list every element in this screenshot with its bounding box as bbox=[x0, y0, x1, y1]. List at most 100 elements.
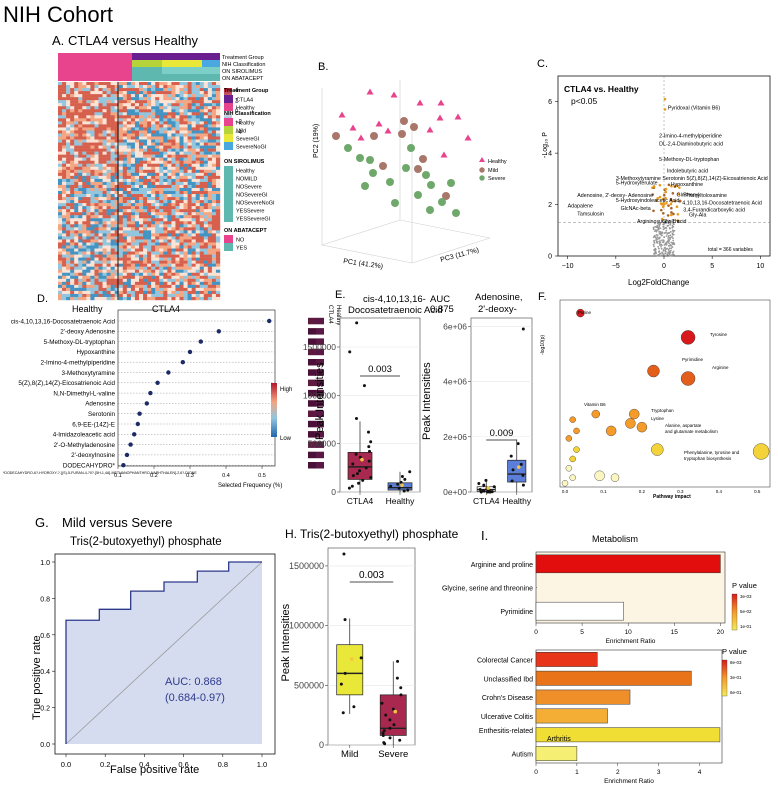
heatmap-cell bbox=[114, 169, 119, 174]
heatmap-cell bbox=[143, 269, 148, 273]
heatmap-cell bbox=[86, 242, 91, 246]
pathway-label: Pyrimidine bbox=[682, 357, 704, 362]
heatmap-cell bbox=[86, 100, 91, 104]
heatmap-cell bbox=[191, 278, 196, 283]
heatmap-cell bbox=[163, 290, 168, 295]
heatmap-cell bbox=[134, 272, 140, 276]
heatmap-cell bbox=[199, 200, 204, 204]
heatmap-cell bbox=[215, 124, 221, 128]
heatmap-legend-item: NO bbox=[236, 238, 245, 244]
heatmap-cell bbox=[215, 103, 221, 107]
heatmap-cell bbox=[215, 212, 221, 216]
heatmap-cell bbox=[98, 221, 103, 225]
heatmap-cell bbox=[215, 88, 221, 92]
heatmap-cell bbox=[207, 242, 213, 246]
heatmap-cell bbox=[199, 127, 204, 131]
heatmap-cell bbox=[199, 121, 204, 125]
heatmap-cell bbox=[58, 124, 63, 128]
heatmap-cell bbox=[114, 200, 119, 204]
heatmap-cell bbox=[110, 218, 115, 222]
heatmap-cell bbox=[122, 215, 128, 219]
heatmap-cell bbox=[139, 242, 144, 246]
heatmap-cell bbox=[130, 103, 136, 107]
heatmap-cell bbox=[90, 218, 95, 222]
heatmap-cell bbox=[199, 257, 204, 261]
heatmap-cell bbox=[70, 284, 75, 289]
heatmap-cell bbox=[195, 178, 200, 183]
heatmap-cell bbox=[151, 254, 156, 258]
heatmap-cell bbox=[130, 254, 136, 258]
heatmap-cell bbox=[122, 163, 128, 167]
heatmap-cell bbox=[82, 157, 87, 161]
heatmap-cell bbox=[159, 239, 164, 243]
volcano-point-ns bbox=[654, 249, 657, 252]
heatmap-cell bbox=[134, 290, 140, 295]
heatmap-cell bbox=[163, 133, 168, 137]
heatmap-cell bbox=[155, 127, 160, 131]
heatmap-cell bbox=[147, 194, 152, 198]
heatmap-cell bbox=[139, 136, 144, 140]
heatmap-cell bbox=[143, 157, 148, 161]
heatmap-cell bbox=[207, 197, 213, 201]
heatmap-cell bbox=[86, 206, 91, 210]
heatmap-cell bbox=[151, 257, 156, 261]
heatmap-cell bbox=[122, 269, 128, 273]
heatmap-cell bbox=[82, 200, 87, 204]
heatmap-cell bbox=[58, 215, 63, 219]
bar-legend-gradient bbox=[721, 659, 728, 697]
heatmap-cell bbox=[151, 172, 156, 177]
heatmap-cell bbox=[195, 124, 200, 128]
heatmap-cell bbox=[90, 275, 95, 280]
heatmap-cell bbox=[98, 151, 103, 155]
heatmap-cell bbox=[175, 272, 180, 276]
heatmap-cell bbox=[179, 266, 184, 270]
heatmap-cell bbox=[167, 245, 172, 249]
heatmap-cell bbox=[98, 172, 103, 177]
heatmap-cell bbox=[155, 94, 160, 98]
heatmap-cell bbox=[199, 130, 204, 134]
heatmap-cell bbox=[82, 154, 87, 158]
heatmap-cell bbox=[66, 224, 71, 228]
heatmap-cell bbox=[143, 142, 148, 146]
heatmap-cell bbox=[211, 221, 217, 225]
heatmap-cell bbox=[143, 163, 148, 167]
heatmap-cell bbox=[143, 257, 148, 261]
heatmap-cell bbox=[215, 100, 221, 104]
heatmap-cell bbox=[151, 206, 156, 210]
heatmap-cell bbox=[74, 209, 79, 213]
box-point bbox=[359, 656, 363, 660]
heatmap-legend-swatch bbox=[224, 118, 233, 126]
heatmap-cell bbox=[167, 203, 172, 207]
heatmap-cell bbox=[155, 124, 160, 128]
heatmap-cell bbox=[195, 88, 200, 92]
heatmap-cell bbox=[199, 215, 204, 219]
heatmap-legend-swatch bbox=[224, 142, 233, 150]
heatmap-cell bbox=[167, 184, 172, 189]
heatmap-cell bbox=[62, 136, 67, 140]
heatmap-cell bbox=[78, 172, 83, 177]
heatmap-cell bbox=[171, 169, 176, 174]
heatmap-cell bbox=[187, 151, 192, 155]
heatmap-cell bbox=[211, 157, 217, 161]
heatmap-cell bbox=[110, 151, 115, 155]
heatmap-cell bbox=[130, 94, 136, 98]
heatmap-cell bbox=[118, 290, 123, 295]
heatmap-cell bbox=[122, 145, 128, 149]
volcano-point-ns bbox=[655, 252, 658, 255]
heatmap-cell bbox=[175, 218, 180, 222]
heatmap-cell bbox=[58, 284, 63, 289]
heatmap-cell bbox=[98, 275, 103, 280]
heatmap-cell bbox=[78, 194, 83, 198]
heatmap-cell bbox=[163, 85, 168, 89]
heatmap-cell bbox=[207, 136, 213, 140]
box-point bbox=[357, 481, 361, 485]
heatmap-cell bbox=[163, 163, 168, 167]
heatmap-cell bbox=[98, 254, 103, 258]
heatmap-cell bbox=[143, 166, 148, 171]
heatmap-cell bbox=[163, 206, 168, 210]
heatmap-cell bbox=[195, 284, 200, 289]
volcano-point-sig bbox=[662, 201, 665, 205]
heatmap-cell bbox=[167, 194, 172, 198]
heatmap-cell bbox=[78, 166, 83, 171]
heatmap-cell bbox=[122, 212, 128, 216]
